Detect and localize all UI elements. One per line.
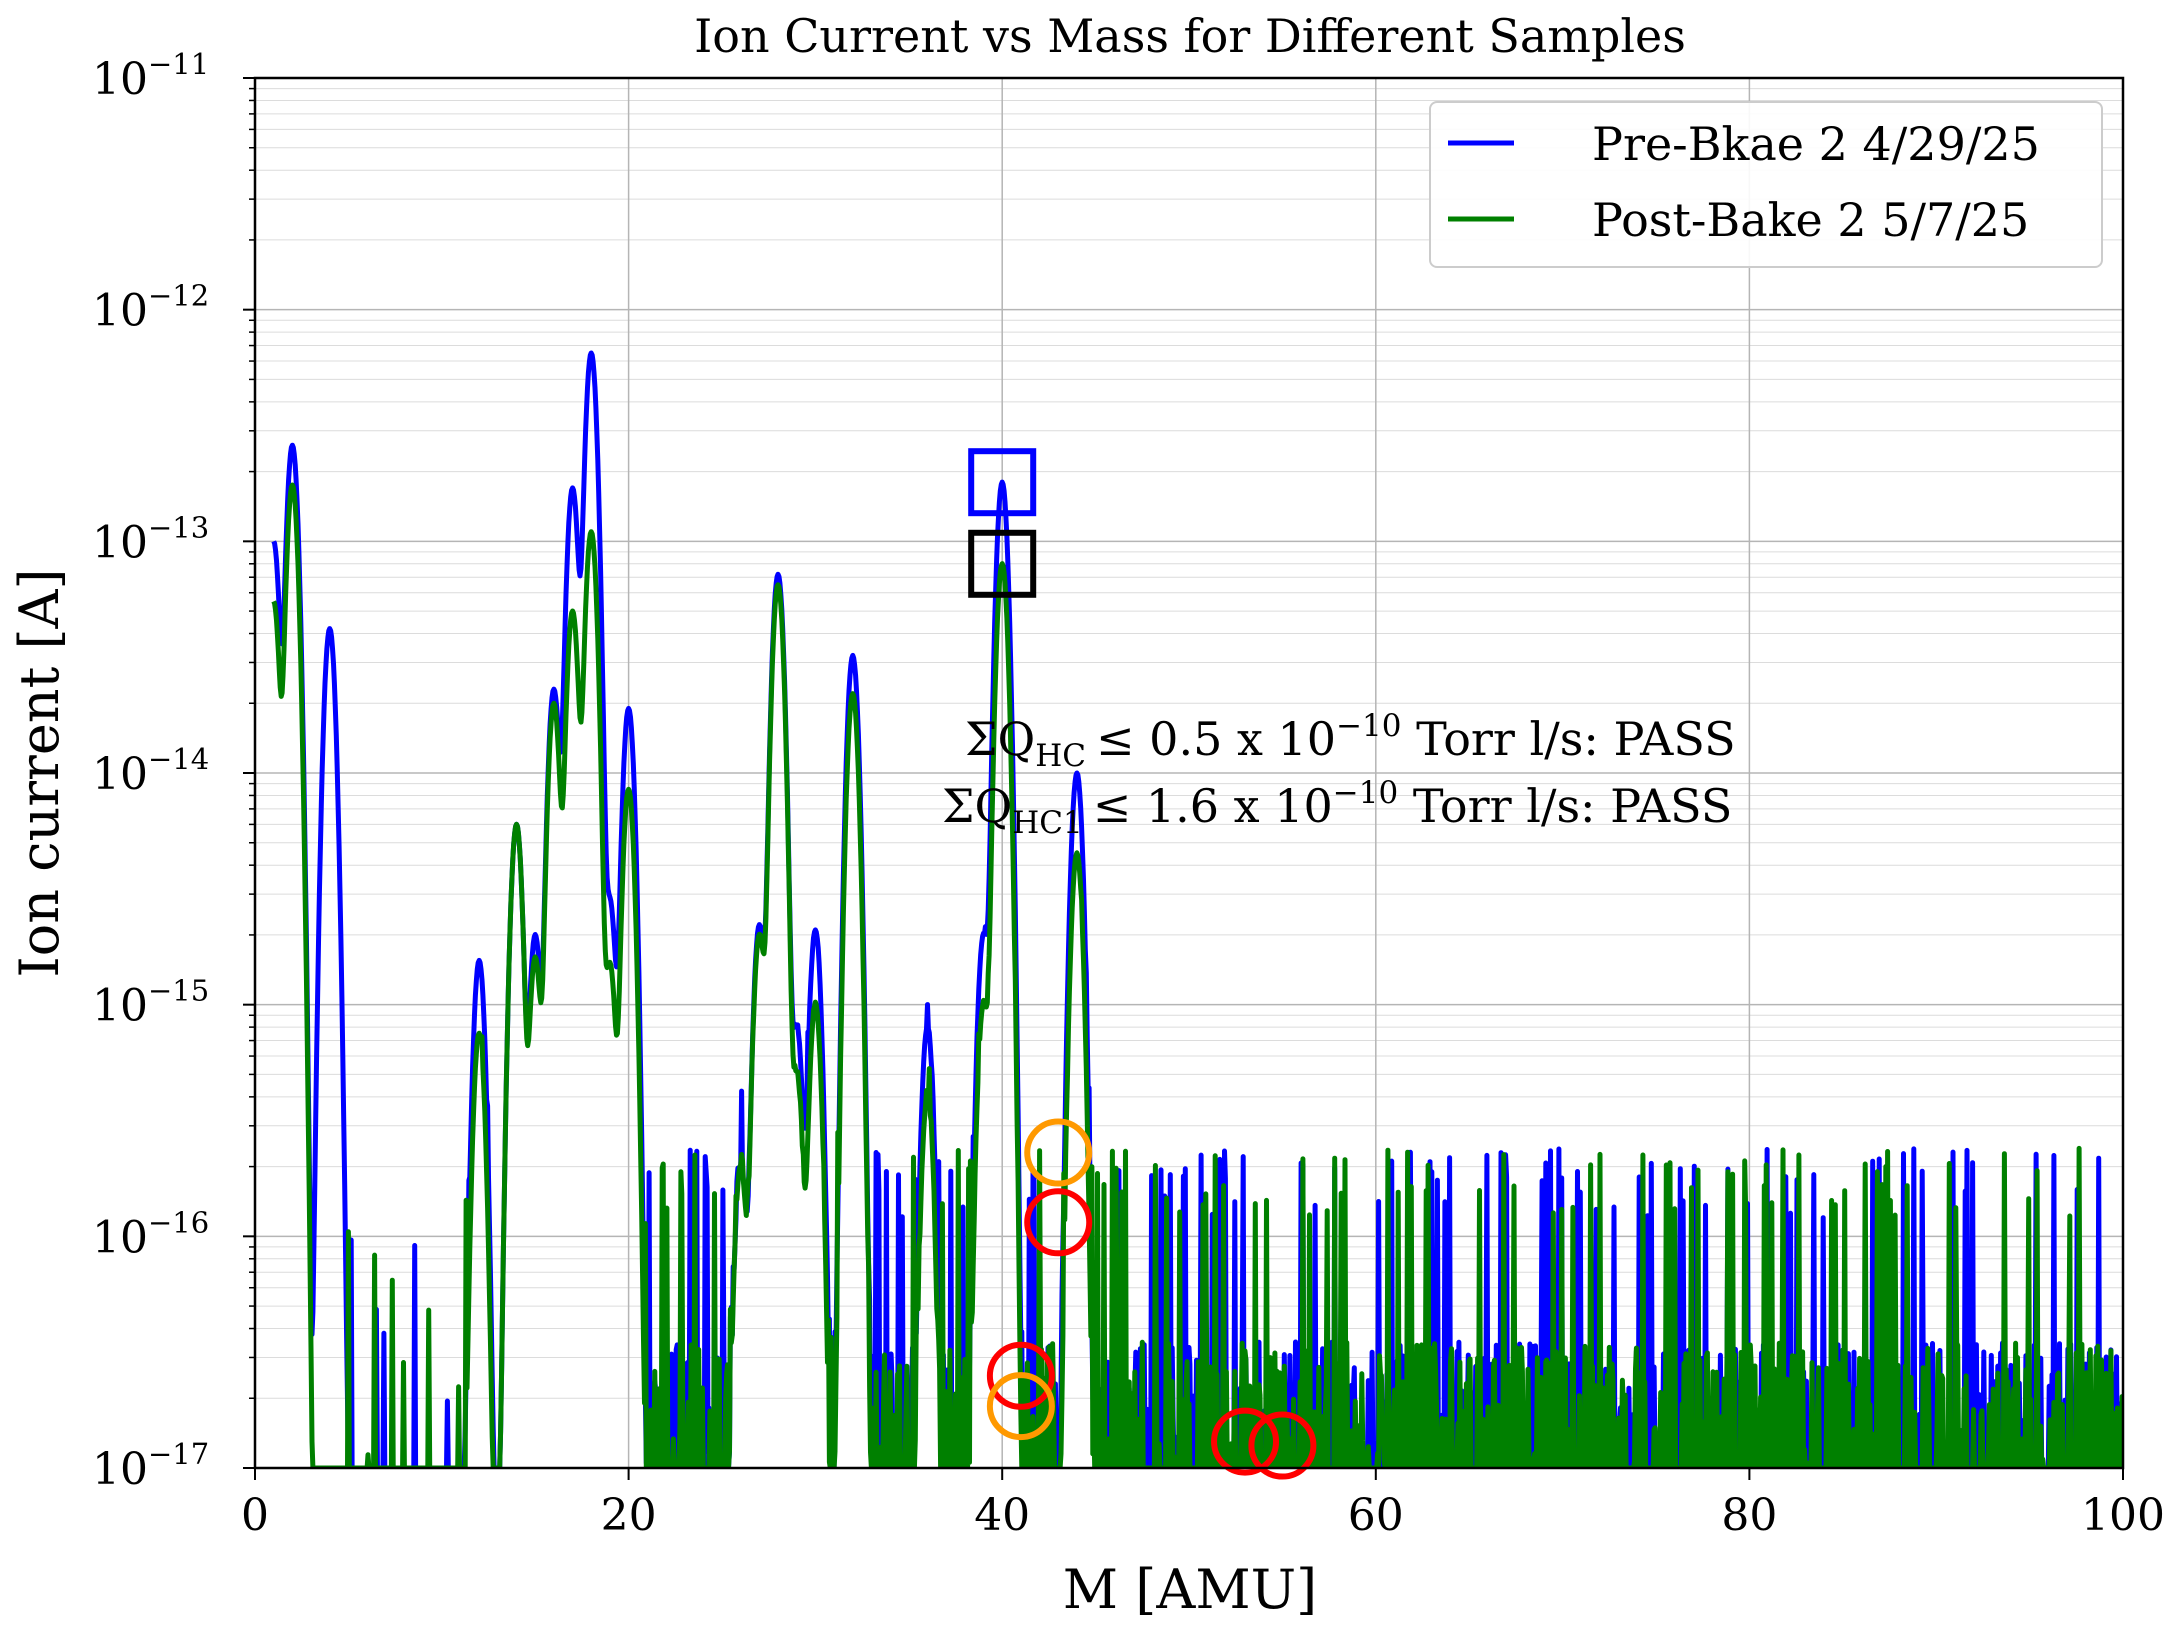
y-tick-label: 10−14 (92, 742, 209, 800)
marker-circle (1024, 1118, 1093, 1187)
marker-circle (986, 1372, 1055, 1441)
x-tick-label: 40 (974, 1490, 1030, 1541)
y-tick-label: 10−12 (92, 279, 209, 337)
x-tick-label: 80 (1721, 1490, 1777, 1541)
x-axis-label: M [AMU] (1063, 1558, 1317, 1621)
x-tick-label: 60 (1348, 1490, 1404, 1541)
legend-box (1429, 101, 2103, 268)
y-tick-label: 10−13 (92, 510, 209, 568)
legend-label-post-bake: Post-Bake 2 5/7/25 (1592, 193, 2029, 247)
annotations: ΣQHC ≤ 0.5 x 10−10 Torr l/s: PASS ΣQHC1 ≤ … (942, 708, 1736, 841)
annotation-hc1: ΣQHC1 ≤ 1.6 x 10−10 Torr l/s: PASS (942, 775, 1732, 841)
legend: Pre-Bkae 2 4/29/25 Post-Bake 2 5/7/25 (1429, 101, 2103, 268)
marker-circle (1024, 1188, 1093, 1257)
y-tick-label: 10−16 (92, 1205, 209, 1263)
legend-label-pre-bake: Pre-Bkae 2 4/29/25 (1592, 117, 2040, 171)
y-tick-label: 10−11 (92, 47, 209, 105)
y-tick-label: 10−15 (92, 974, 209, 1032)
y-axis-ticks: 10−11 10−12 10−13 10−14 10−15 10−16 10−17 (92, 47, 255, 1495)
marker-layer (968, 448, 1317, 1480)
x-axis-ticks: 0 20 40 60 80 100 (241, 1468, 2165, 1541)
marker-square (968, 448, 1037, 517)
y-axis-label: Ion current [A] (8, 568, 71, 977)
marker-circle (1248, 1411, 1317, 1480)
series-line-0 (271, 350, 2123, 1468)
x-tick-label: 20 (601, 1490, 657, 1541)
x-tick-label: 0 (241, 1490, 269, 1541)
series-line-1 (271, 482, 2123, 1468)
marker-circle (986, 1341, 1055, 1410)
marker-circle (1211, 1407, 1280, 1476)
y-tick-label: 10−17 (92, 1437, 209, 1495)
x-tick-label: 100 (2081, 1490, 2165, 1541)
series-layer (271, 350, 2123, 1468)
marker-square (968, 529, 1037, 598)
annotation-hc: ΣQHC ≤ 0.5 x 10−10 Torr l/s: PASS (965, 708, 1736, 774)
chart-title: Ion Current vs Mass for Different Sample… (694, 9, 1686, 63)
